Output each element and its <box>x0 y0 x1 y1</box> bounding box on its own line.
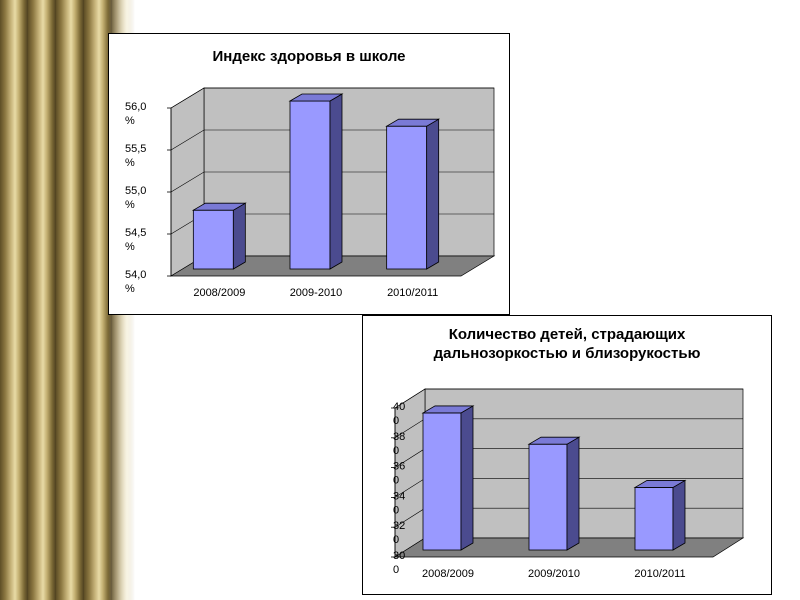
bar-top <box>288 93 344 102</box>
x-category-label: 2010/2011 <box>387 287 438 299</box>
y-tick-label-cont: % <box>125 115 135 127</box>
chart-title: Количество детей, страдающих дальнозорко… <box>363 325 771 363</box>
y-tick-label-cont: % <box>125 241 135 253</box>
health-index-chart: Индекс здоровья в школе 54,0% 54,5% 55,0% 5… <box>108 33 510 315</box>
y-tick-label: 38 <box>393 431 405 443</box>
chart-title-line-2: дальнозоркостью и близорукостью <box>433 345 701 362</box>
y-tick-label: 32 <box>393 520 405 532</box>
bar <box>422 412 462 551</box>
x-category-label: 2008/2009 <box>193 287 245 299</box>
bar-side <box>566 436 580 551</box>
y-tick-label-cont: % <box>125 157 135 169</box>
y-tick-label-cont: 0 <box>393 415 399 427</box>
y-tick-label-cont: 0 <box>393 475 399 487</box>
chart-title: Индекс здоровья в школе <box>212 48 406 65</box>
gridline <box>170 87 494 109</box>
y-tick-label-cont: 0 <box>393 534 399 546</box>
bar-top <box>421 405 475 414</box>
bar-side <box>460 405 474 551</box>
bar-top <box>527 436 581 445</box>
y-tick-label: 54,0 <box>125 269 146 281</box>
bar <box>386 125 428 270</box>
bar-top <box>633 480 687 488</box>
x-category-label: 2009/2010 <box>528 568 580 580</box>
y-tick-label-cont: % <box>125 199 135 211</box>
y-tick-label: 54,5 <box>125 227 146 239</box>
vision-children-plot: 30 0 32 0 34 0 36 0 38 0 40 0 2008/2009 2009/2010 2010… <box>391 388 745 580</box>
health-index-plot: 54,0% 54,5% 55,0% 55,5% 56,0% 2008/2009 2009-2… <box>125 87 496 299</box>
y-tick-label: 55,0 <box>125 185 146 197</box>
bar <box>528 443 568 551</box>
bar-side <box>329 93 343 270</box>
y-tick-label: 34 <box>393 490 405 502</box>
y-tick-label-cont: % <box>125 283 135 295</box>
bar-top <box>385 118 441 127</box>
gridline <box>394 388 743 409</box>
y-tick-label: 40 <box>393 401 405 413</box>
bar <box>634 487 674 551</box>
y-tick-label: 55,5 <box>125 143 146 155</box>
y-tick-label: 30 <box>393 550 405 562</box>
y-tick-label-cont: 0 <box>393 564 399 576</box>
x-category-label: 2008/2009 <box>422 568 474 580</box>
y-tick-label: 56,0 <box>125 101 146 113</box>
bar <box>192 209 234 270</box>
bar-side <box>672 479 686 551</box>
vision-children-chart: Количество детей, страдающих дальнозорко… <box>362 315 772 595</box>
y-tick-label: 36 <box>393 461 405 473</box>
x-category-label: 2010/2011 <box>634 568 685 580</box>
chart-title-line-1: Количество детей, страдающих <box>448 326 686 343</box>
x-category-label: 2009-2010 <box>290 287 343 299</box>
bar-top <box>191 202 247 211</box>
y-tick-label-cont: 0 <box>393 504 399 516</box>
bar-side <box>426 118 440 270</box>
bar-side <box>232 202 246 270</box>
y-tick-label-cont: 0 <box>393 445 399 457</box>
bar <box>289 100 331 270</box>
